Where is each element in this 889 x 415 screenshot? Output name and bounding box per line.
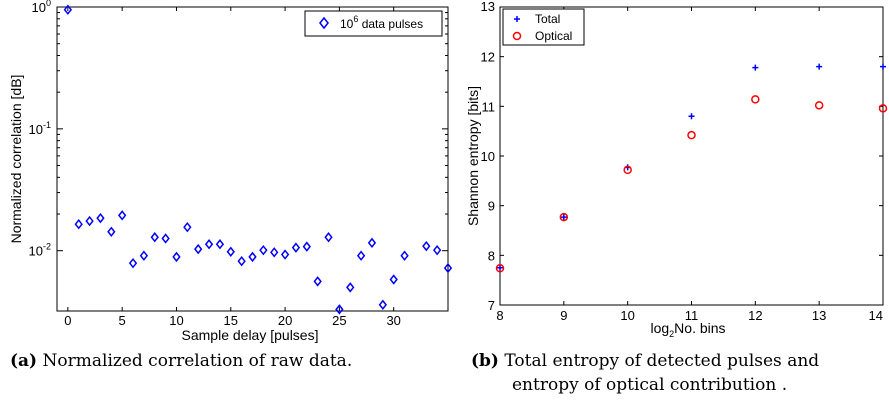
chart-a-xtick-label: 20 (278, 313, 292, 328)
chart-a-point (226, 246, 235, 257)
chart-a-legend-label: 106 data pulses (340, 14, 423, 31)
chart-a-xtick-label: 15 (224, 313, 238, 328)
chart-a-point (248, 251, 257, 263)
chart-a-point (378, 299, 387, 310)
chart-a-xtick-label: 0 (64, 313, 71, 328)
chart-a-point (356, 250, 366, 261)
chart-a-point (107, 226, 116, 237)
caption-b-line2: entropy of optical contribution . (512, 375, 788, 395)
chart-a-point (302, 241, 311, 252)
caption-b-line1: Total entropy of detected pulses and (504, 351, 820, 371)
chart-a-xtick-label: 25 (332, 313, 346, 328)
chart-a-point (161, 233, 170, 244)
chart-a-xtick-label: 30 (386, 313, 400, 328)
chart-a-ylabel: Normalized correlation [dB] (8, 75, 24, 244)
chart-a-point (422, 240, 431, 252)
chart-a-point (367, 237, 377, 249)
chart-a-point (85, 215, 94, 227)
chart-a-point (389, 274, 398, 285)
caption-b: (b) Total entropy of detected pulses and (471, 350, 819, 373)
chart-a-point (291, 242, 301, 253)
chart-a-legend-marker (319, 16, 329, 30)
chart-a-point (346, 282, 355, 293)
caption-b-tag: (b) (471, 351, 499, 371)
chart-a-point (204, 239, 214, 250)
chart-a-point (432, 244, 442, 256)
chart-a-point (215, 239, 225, 250)
chart-a-xtick-label: 10 (169, 313, 183, 328)
chart-a-point (63, 4, 73, 15)
chart-a-point (139, 250, 149, 261)
caption-a-tag: (a) (10, 351, 38, 371)
caption-a: (a) Normalized correlation of raw data. (10, 350, 352, 373)
chart-a-ytick-label: 10-2 (29, 242, 51, 259)
chart-a-legend: 106 data pulses (304, 10, 443, 37)
chart-a-point (96, 212, 105, 224)
chart-a-point (324, 232, 333, 243)
chart-a-point (194, 243, 203, 255)
chart-a-point (270, 247, 279, 258)
chart-a-ytick-label: 100 (32, 0, 51, 15)
chart-a-point (443, 262, 453, 274)
caption-a-text: Normalized correlation of raw data. (42, 351, 353, 371)
chart-a-point (172, 251, 181, 263)
chart-a-xlabel: Sample delay [pulses] (182, 327, 319, 343)
chart-a-point (313, 276, 322, 287)
chart-a-ytick-label: 10-1 (29, 120, 51, 137)
chart-a-point (280, 249, 290, 260)
chart-a-point (74, 219, 83, 230)
chart-a-point (335, 304, 344, 315)
chart-a-point (183, 221, 192, 233)
chart-a-point (118, 210, 127, 221)
chart-a-point (400, 250, 409, 261)
chart-a-xtick-label: 5 (119, 313, 126, 328)
chart-a-point (128, 257, 138, 269)
chart-a-axes-box (56, 6, 449, 312)
chart-a-point (259, 244, 268, 256)
caption-b-cont: entropy of optical contribution . (512, 374, 787, 397)
chart-a-point (237, 256, 246, 267)
chart-a-point (150, 232, 159, 243)
